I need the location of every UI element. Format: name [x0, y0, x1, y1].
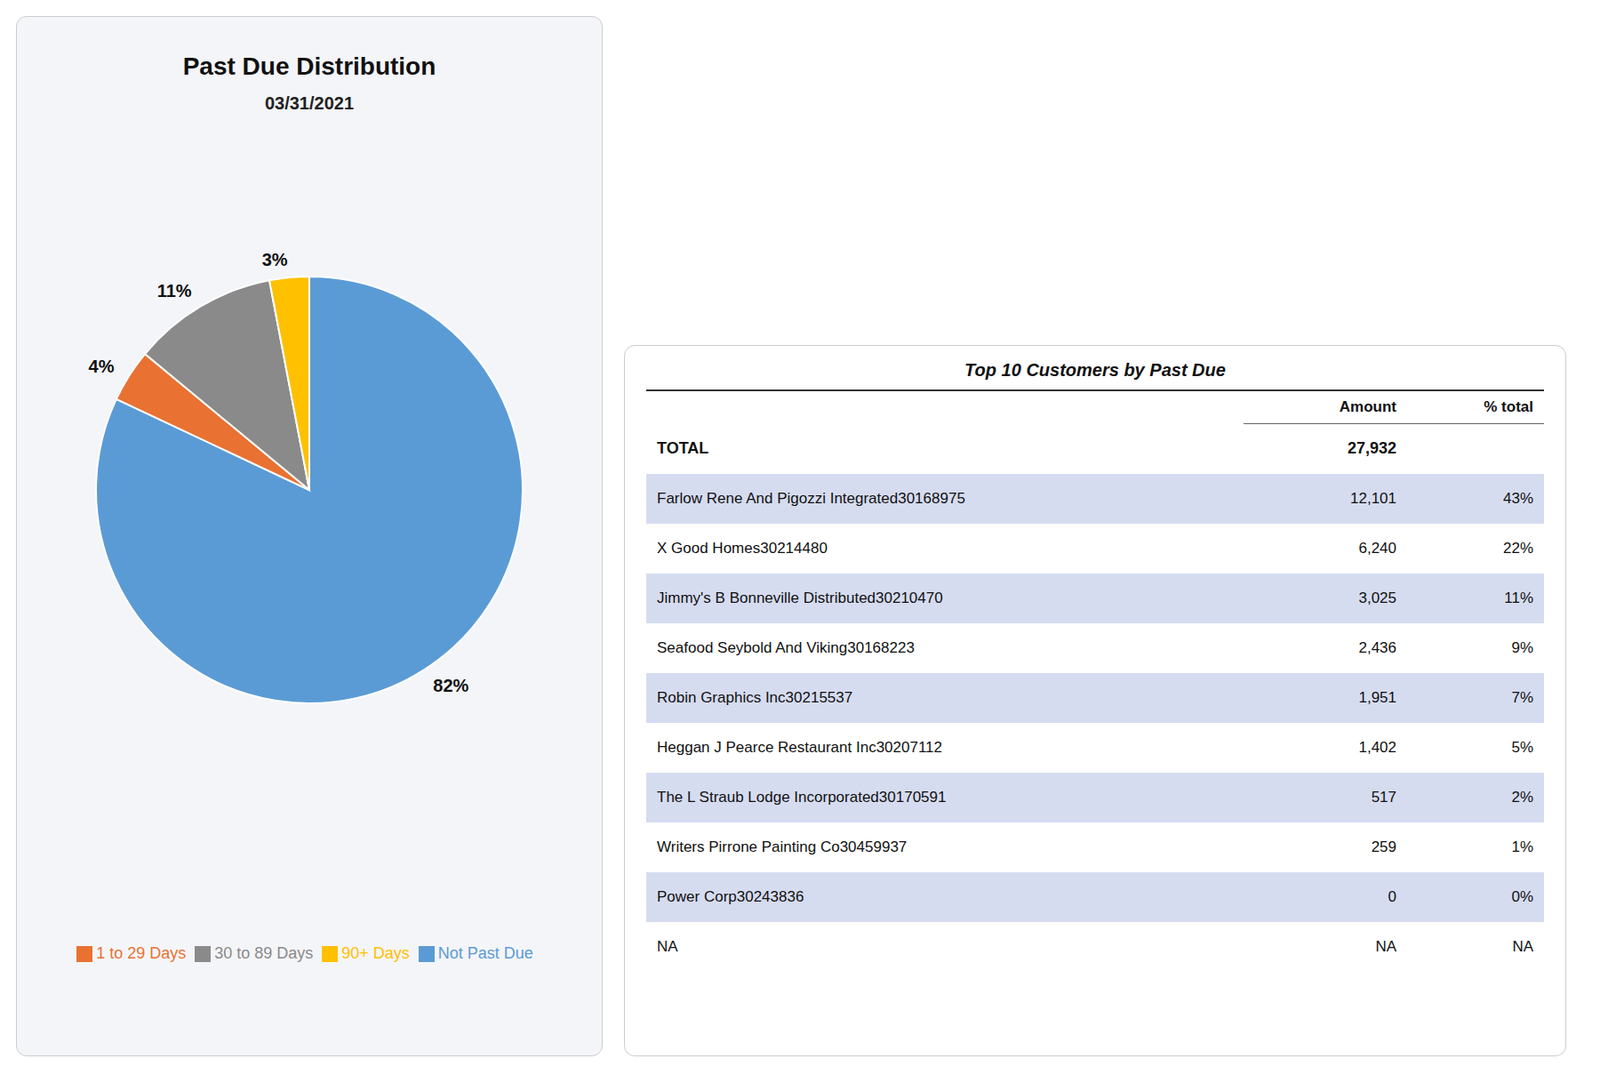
html-text:7%: 7%	[1511, 688, 1534, 706]
html-text:12,101: 12,101	[1350, 489, 1397, 507]
svg-text:82%: 82%	[432, 675, 469, 696]
html-text:Not Past Due: Not Past Due	[438, 944, 534, 962]
html-text:2%: 2%	[1511, 788, 1534, 805]
html-text:27,932: 27,932	[1347, 439, 1397, 458]
html-text:Amount: Amount	[1339, 398, 1397, 416]
svg-text:3%: 3%	[262, 249, 288, 270]
html-text:2,436: 2,436	[1358, 638, 1397, 656]
html-text:NA: NA	[1375, 937, 1397, 955]
html-text:1 to 29 Days: 1 to 29 Days	[96, 944, 186, 962]
html-text:TOTAL: TOTAL	[656, 439, 709, 457]
html-text:0%: 0%	[1511, 887, 1534, 905]
html-text:NA: NA	[1512, 937, 1534, 955]
html-text:1,951: 1,951	[1358, 688, 1397, 706]
html-text:Farlow Rene And Pigozzi Integr: Farlow Rene And Pigozzi Integrated301689…	[656, 489, 966, 507]
html-text:30 to 89 Days: 30 to 89 Days	[214, 944, 314, 962]
html-text:% total: % total	[1483, 398, 1534, 416]
html-text:Robin Graphics Inc30215537: Robin Graphics Inc30215537	[656, 688, 853, 706]
html-text:Jimmy's B Bonneville Distribut: Jimmy's B Bonneville Distributed30210470	[656, 588, 943, 606]
html-text:03/31/2021: 03/31/2021	[264, 93, 354, 113]
html-text:22%: 22%	[1503, 539, 1534, 556]
html-text:6,240: 6,240	[1358, 539, 1397, 556]
html-text:9%: 9%	[1511, 638, 1534, 656]
html-text:X Good Homes30214480: X Good Homes30214480	[656, 539, 828, 556]
html-text:Heggan J Pearce Restaurant Inc: Heggan J Pearce Restaurant Inc30207112	[656, 738, 943, 756]
html-text:5%: 5%	[1511, 738, 1534, 756]
svg-text:4%: 4%	[88, 356, 115, 376]
html-text:Past Due Distribution: Past Due Distribution	[182, 52, 436, 80]
html-text:11%: 11%	[1504, 588, 1534, 606]
html-text:Seafood Seybold And Viking3016: Seafood Seybold And Viking30168223	[656, 638, 915, 656]
html-text:1%: 1%	[1511, 837, 1534, 855]
html-text:Top 10 Customers by Past Due: Top 10 Customers by Past Due	[964, 360, 1226, 380]
html-text:NA: NA	[656, 937, 678, 955]
html-text:43%: 43%	[1503, 489, 1534, 507]
html-text:3,025: 3,025	[1358, 588, 1397, 606]
html-text:Power Corp30243836: Power Corp30243836	[656, 887, 804, 905]
html-text:0: 0	[1388, 887, 1397, 905]
html-text:517: 517	[1371, 788, 1397, 805]
svg-text:11%: 11%	[157, 280, 192, 301]
html-text:1,402: 1,402	[1358, 738, 1397, 756]
html-text:259: 259	[1371, 837, 1397, 855]
html-text:The L Straub Lodge Incorporate: The L Straub Lodge Incorporated30170591	[656, 788, 947, 805]
html-text:Writers Pirrone Painting Co304: Writers Pirrone Painting Co30459937	[656, 837, 907, 855]
html-text:90+ Days: 90+ Days	[341, 944, 410, 962]
